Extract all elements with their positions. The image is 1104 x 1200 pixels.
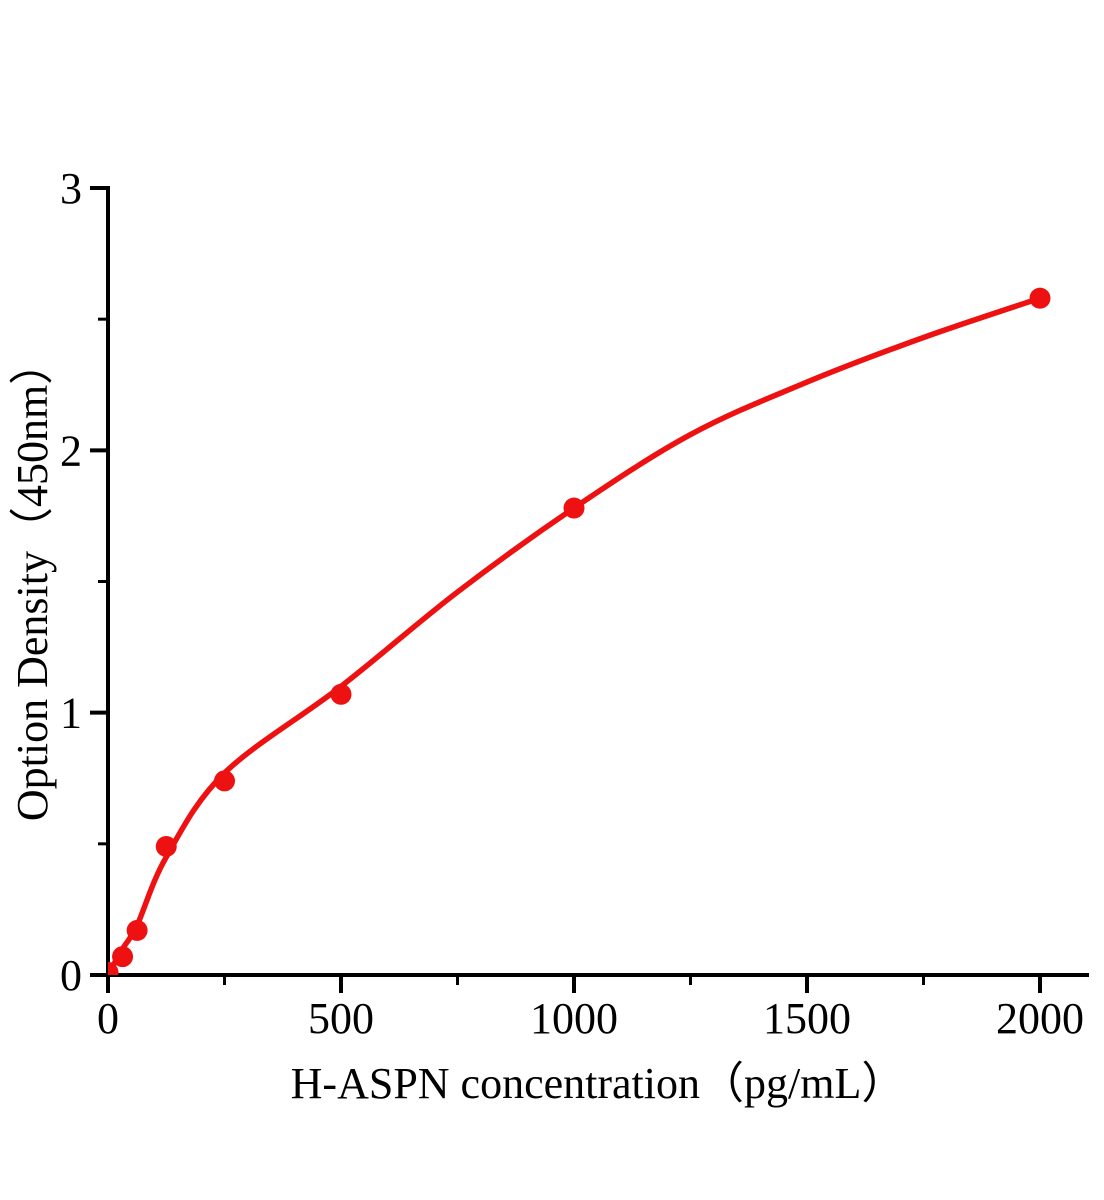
x-tick-label: 1500 xyxy=(763,994,851,1043)
data-point xyxy=(108,961,119,975)
data-point xyxy=(112,946,134,968)
y-tick-label: 1 xyxy=(60,689,82,738)
x-tick-label: 0 xyxy=(97,994,119,1043)
x-tick-label: 500 xyxy=(308,994,374,1043)
y-tick-label: 2 xyxy=(60,426,82,475)
fit-curve xyxy=(108,295,1043,975)
data-point xyxy=(563,497,585,519)
x-tick-label: 2000 xyxy=(996,994,1084,1043)
x-axis-title: H-ASPN concentration（pg/mL） xyxy=(291,1059,906,1108)
y-tick-label: 0 xyxy=(60,951,82,1000)
data-point xyxy=(155,835,177,857)
data-point xyxy=(330,683,352,705)
axis-ticks: 0 500 1000 1500 2000 0 1 2 3 xyxy=(60,164,1084,1043)
y-axis-title: Option Density（450nm） xyxy=(8,341,57,821)
y-tick-label: 3 xyxy=(60,164,82,213)
data-point xyxy=(1029,287,1051,309)
x-tick-label: 1000 xyxy=(530,994,618,1043)
data-point xyxy=(214,770,235,792)
data-point xyxy=(126,919,148,941)
series-layer xyxy=(108,287,1051,975)
